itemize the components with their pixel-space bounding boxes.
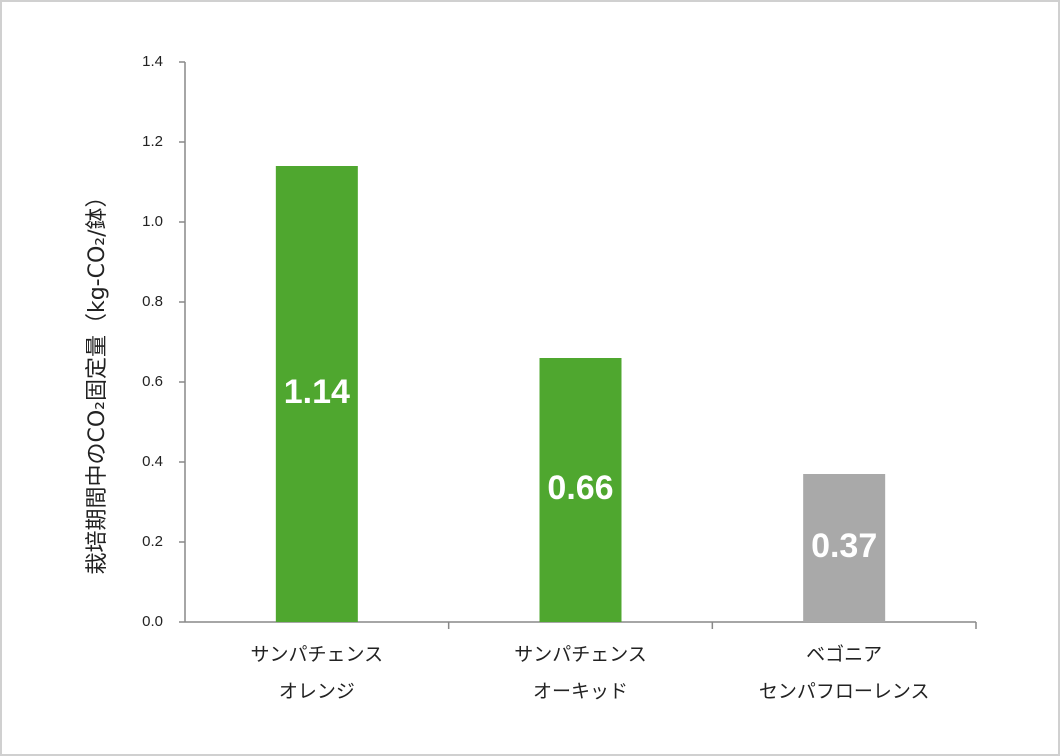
- bar: [275, 166, 358, 622]
- x-tick-label: サンパチェンス: [251, 644, 384, 666]
- x-tick-label: センパフローレンス: [759, 681, 930, 703]
- y-tick-label: 1.0: [142, 213, 163, 230]
- y-tick-label: 1.2: [142, 133, 163, 150]
- bar: [803, 474, 886, 622]
- data-label: 0.37: [811, 527, 877, 565]
- x-tick-label: サンパチェンス: [514, 644, 647, 666]
- y-tick-label: 0.6: [142, 373, 163, 390]
- x-tick-label: ベゴニア: [806, 644, 882, 666]
- x-tick-label: オレンジ: [279, 681, 355, 703]
- x-tick-label: オーキッド: [533, 681, 628, 703]
- data-label: 1.14: [284, 373, 350, 411]
- bar: [539, 358, 622, 622]
- y-tick-label: 0.0: [142, 613, 163, 630]
- y-tick-label: 0.4: [142, 453, 163, 470]
- data-label: 0.66: [547, 469, 613, 507]
- y-axis-label: 栽培期間中のCO₂固定量（kg-CO₂/鉢）: [85, 185, 110, 574]
- y-tick-label: 0.2: [142, 533, 163, 550]
- y-tick-label: 0.8: [142, 293, 163, 310]
- y-tick-label: 1.4: [142, 53, 163, 70]
